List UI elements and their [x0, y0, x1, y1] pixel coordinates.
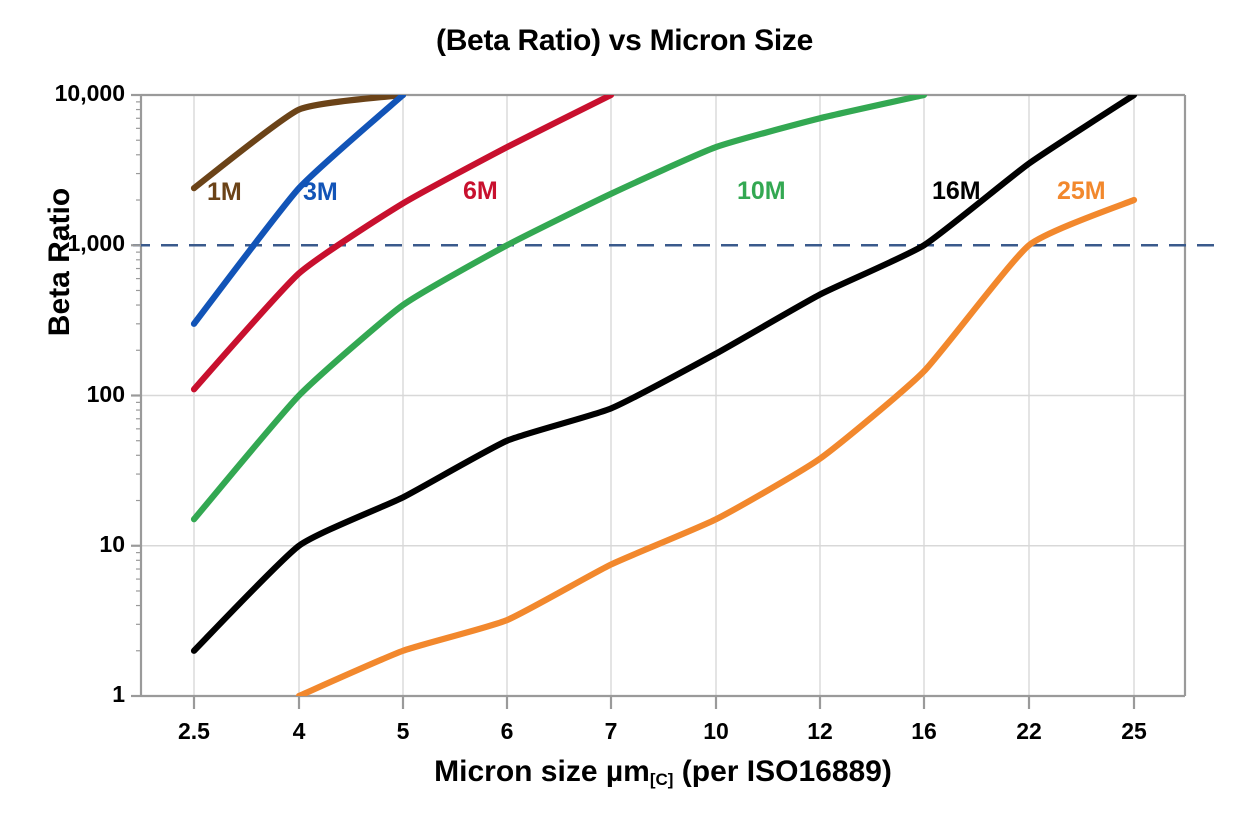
x-tick-label-5: 5: [396, 718, 410, 744]
series-line-3m: [190, 95, 407, 327]
y-tick-label-10000: 10,000: [54, 80, 125, 106]
x-tick-label-10: 10: [703, 718, 729, 744]
series-line-16m: [190, 95, 1138, 654]
x-axis-title: Micron size µm[C] (per ISO16889): [141, 755, 1185, 790]
x-tick-label-4: 4: [292, 718, 306, 744]
series-label-6m: 6M: [463, 177, 498, 205]
series-lines-group: [190, 95, 1138, 696]
x-tick-label-12: 12: [807, 718, 833, 744]
x-tick-label-16: 16: [911, 718, 937, 744]
y-tick-label-100: 100: [86, 380, 125, 407]
series-line-10m: [190, 95, 928, 523]
x-tick-label-2.5: 2.5: [178, 718, 210, 744]
x-tick-label-25: 25: [1121, 718, 1147, 744]
y-tick-label-10: 10: [99, 530, 125, 557]
x-tick-label-6: 6: [500, 718, 514, 744]
series-line-6m: [190, 95, 615, 393]
x-axis-title-suffix: (per ISO16889): [673, 755, 892, 788]
x-tick-label-22: 22: [1016, 718, 1042, 744]
x-axis-title-main: Micron size µm: [434, 755, 650, 788]
series-label-3m: 3M: [303, 178, 338, 206]
series-line-25m: [295, 196, 1138, 696]
series-label-1m: 1M: [207, 178, 242, 206]
y-tick-label-1000: 1,000: [67, 230, 125, 257]
series-label-25m: 25M: [1057, 177, 1106, 205]
x-axis-title-subscript: [C]: [649, 770, 674, 789]
y-tick-label-1: 1: [112, 681, 125, 707]
series-line-1m: [190, 95, 407, 192]
series-label-10m: 10M: [737, 177, 786, 205]
x-tick-label-7: 7: [604, 718, 618, 744]
page-title: (Beta Ratio) vs Micron Size: [436, 24, 813, 57]
axis-ticks-group: [131, 93, 1136, 709]
series-label-16m: 16M: [932, 177, 981, 205]
